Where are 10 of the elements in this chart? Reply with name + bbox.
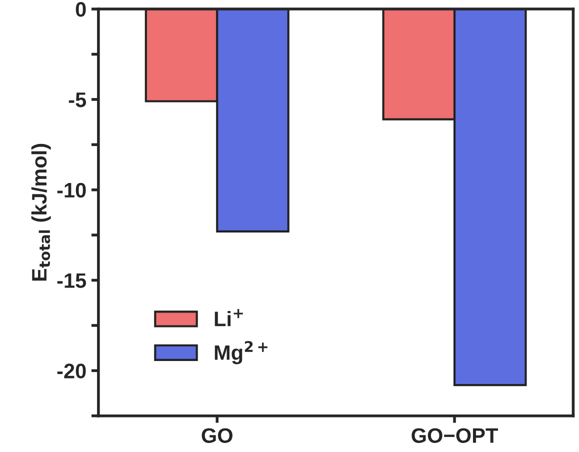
x-tick-label: GO−OPT: [412, 428, 498, 443]
x-tick-label: GO: [202, 428, 232, 443]
y-axis-title: E$_{total}$ (kJ/mol): [31, 144, 51, 281]
y-tick-label: -15: [57, 273, 86, 288]
legend-label: Mg$^{2+}$: [214, 341, 268, 364]
y-tick-label: -5: [68, 92, 86, 108]
legend-label: Li$^{+}$: [214, 308, 243, 326]
y-tick-label: 0: [76, 2, 86, 17]
y-tick-label: -20: [57, 364, 86, 378]
y-tick-label: -10: [57, 182, 86, 198]
